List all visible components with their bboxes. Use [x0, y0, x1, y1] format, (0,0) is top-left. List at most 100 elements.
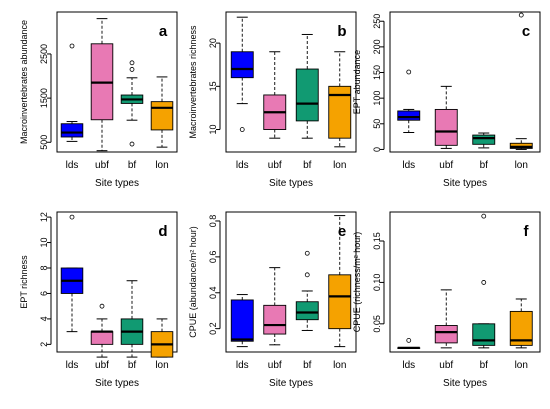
outlier-point — [129, 141, 135, 147]
x-axis-label: Site types — [269, 378, 313, 389]
box-bf — [472, 213, 496, 349]
plot-frame — [225, 211, 357, 353]
plot-frame — [56, 11, 178, 153]
x-tick-label: lon — [515, 360, 528, 371]
y-tick-label: 0.15 — [372, 232, 382, 250]
panel-c: 0 50 100 150 200 250 EPT abundance lds ubf bf lon S… — [352, 11, 541, 189]
outlier-point — [129, 60, 135, 66]
outlier-point — [481, 213, 487, 219]
outlier-point — [99, 303, 105, 309]
x-tick-label: ubf — [439, 160, 453, 171]
box-iqr — [434, 325, 458, 344]
y-tick-label: 100 — [372, 91, 382, 106]
y-tick-label: 200 — [372, 39, 382, 54]
panel-b: 10 15 20 Macroinvertebrates richness lds ubf b… — [188, 11, 357, 189]
plot-frame — [389, 11, 541, 153]
outlier-point — [304, 272, 310, 278]
y-axis-label: CPUE (abundance/m² hour) — [188, 226, 198, 338]
panel-letter: d — [158, 223, 167, 240]
x-tick-label: ubf — [268, 160, 282, 171]
plot-frame — [56, 211, 178, 353]
y-tick-label: 10 — [39, 238, 49, 248]
x-axis-label: Site types — [443, 378, 487, 389]
box-lon — [328, 51, 352, 148]
y-axis-label: Macroinvertebrates richness — [188, 25, 198, 139]
box-iqr — [60, 123, 84, 138]
x-tick-label: ubf — [95, 360, 109, 371]
box-lds — [60, 214, 84, 333]
box-lon — [509, 12, 533, 150]
panel-letter: b — [337, 23, 346, 40]
box-ubf — [90, 303, 114, 358]
plot-frame — [389, 211, 541, 353]
y-tick-label: 150 — [372, 65, 382, 80]
box-iqr — [397, 110, 421, 121]
box-iqr — [263, 304, 287, 335]
box-lds — [230, 16, 254, 132]
box-iqr — [150, 101, 174, 131]
outlier-point — [239, 127, 245, 132]
x-tick-label: lds — [236, 160, 249, 171]
y-tick-label: 2500 — [39, 44, 49, 64]
y-axis-label: CPUE (richness/m² hour) — [352, 232, 362, 333]
box-bf — [120, 60, 144, 147]
panel-letter: c — [522, 23, 530, 40]
box-iqr — [509, 310, 533, 346]
y-tick-label: 2 — [39, 342, 49, 347]
y-tick-label: 10 — [208, 125, 218, 135]
y-tick-label: 8 — [39, 265, 49, 270]
panel-letter: a — [159, 23, 168, 40]
box-iqr — [90, 331, 114, 345]
box-ubf — [263, 51, 287, 139]
y-tick-label: 0 — [372, 147, 382, 152]
box-lon — [150, 76, 174, 148]
box-iqr — [434, 108, 458, 146]
x-tick-label: bf — [303, 360, 312, 371]
x-tick-label: ubf — [268, 360, 282, 371]
x-axis-label: Site types — [95, 378, 139, 389]
box-ubf — [263, 267, 287, 346]
y-tick-label: 0.10 — [372, 274, 382, 292]
panel-letter: f — [524, 223, 530, 240]
y-tick-label: 15 — [208, 81, 218, 91]
panel-e: 0.2 0.4 0.6 0.8 CPUE (abundance/m² hour) lds u… — [188, 211, 357, 389]
y-axis-label: EPT abundance — [352, 50, 362, 114]
y-tick-label: 12 — [39, 212, 49, 222]
panel-d: 2 4 6 8 10 12 EPT richness lds ubf bf lon Site type… — [19, 211, 178, 389]
box-iqr — [295, 301, 319, 321]
box-iqr — [472, 134, 496, 145]
x-tick-label: bf — [128, 160, 137, 171]
outlier-point — [406, 338, 412, 343]
box-bf — [472, 132, 496, 149]
box-lon — [150, 318, 174, 358]
x-tick-label: ubf — [439, 360, 453, 371]
y-tick-label: 4 — [39, 316, 49, 321]
x-axis-label: Site types — [95, 178, 139, 189]
y-tick-label: 20 — [208, 38, 218, 48]
y-tick-label: 50 — [372, 119, 382, 129]
x-tick-label: bf — [128, 360, 137, 371]
y-tick-label: 0.6 — [208, 251, 218, 264]
y-tick-label: 250 — [372, 14, 382, 29]
y-tick-label: 0.8 — [208, 215, 218, 228]
box-ubf — [434, 85, 458, 149]
box-lds — [230, 294, 254, 348]
box-iqr — [328, 85, 352, 139]
box-bf — [295, 250, 319, 331]
panel-a: 500 1500 2500 Macroinvertebrates abundance l… — [19, 11, 178, 189]
outlier-point — [406, 69, 412, 75]
outlier-point — [69, 214, 75, 220]
x-axis-label: Site types — [443, 178, 487, 189]
y-tick-label: 0.4 — [208, 287, 218, 300]
panel-letter: e — [338, 223, 346, 240]
x-tick-label: lon — [155, 160, 168, 171]
x-tick-label: bf — [480, 160, 489, 171]
box-lon — [509, 298, 533, 349]
box-iqr — [230, 51, 254, 79]
box-ubf — [434, 289, 458, 349]
box-ubf — [90, 18, 114, 152]
outlier-point — [129, 67, 135, 72]
x-tick-label: lds — [66, 160, 79, 171]
x-tick-label: lds — [236, 360, 249, 371]
